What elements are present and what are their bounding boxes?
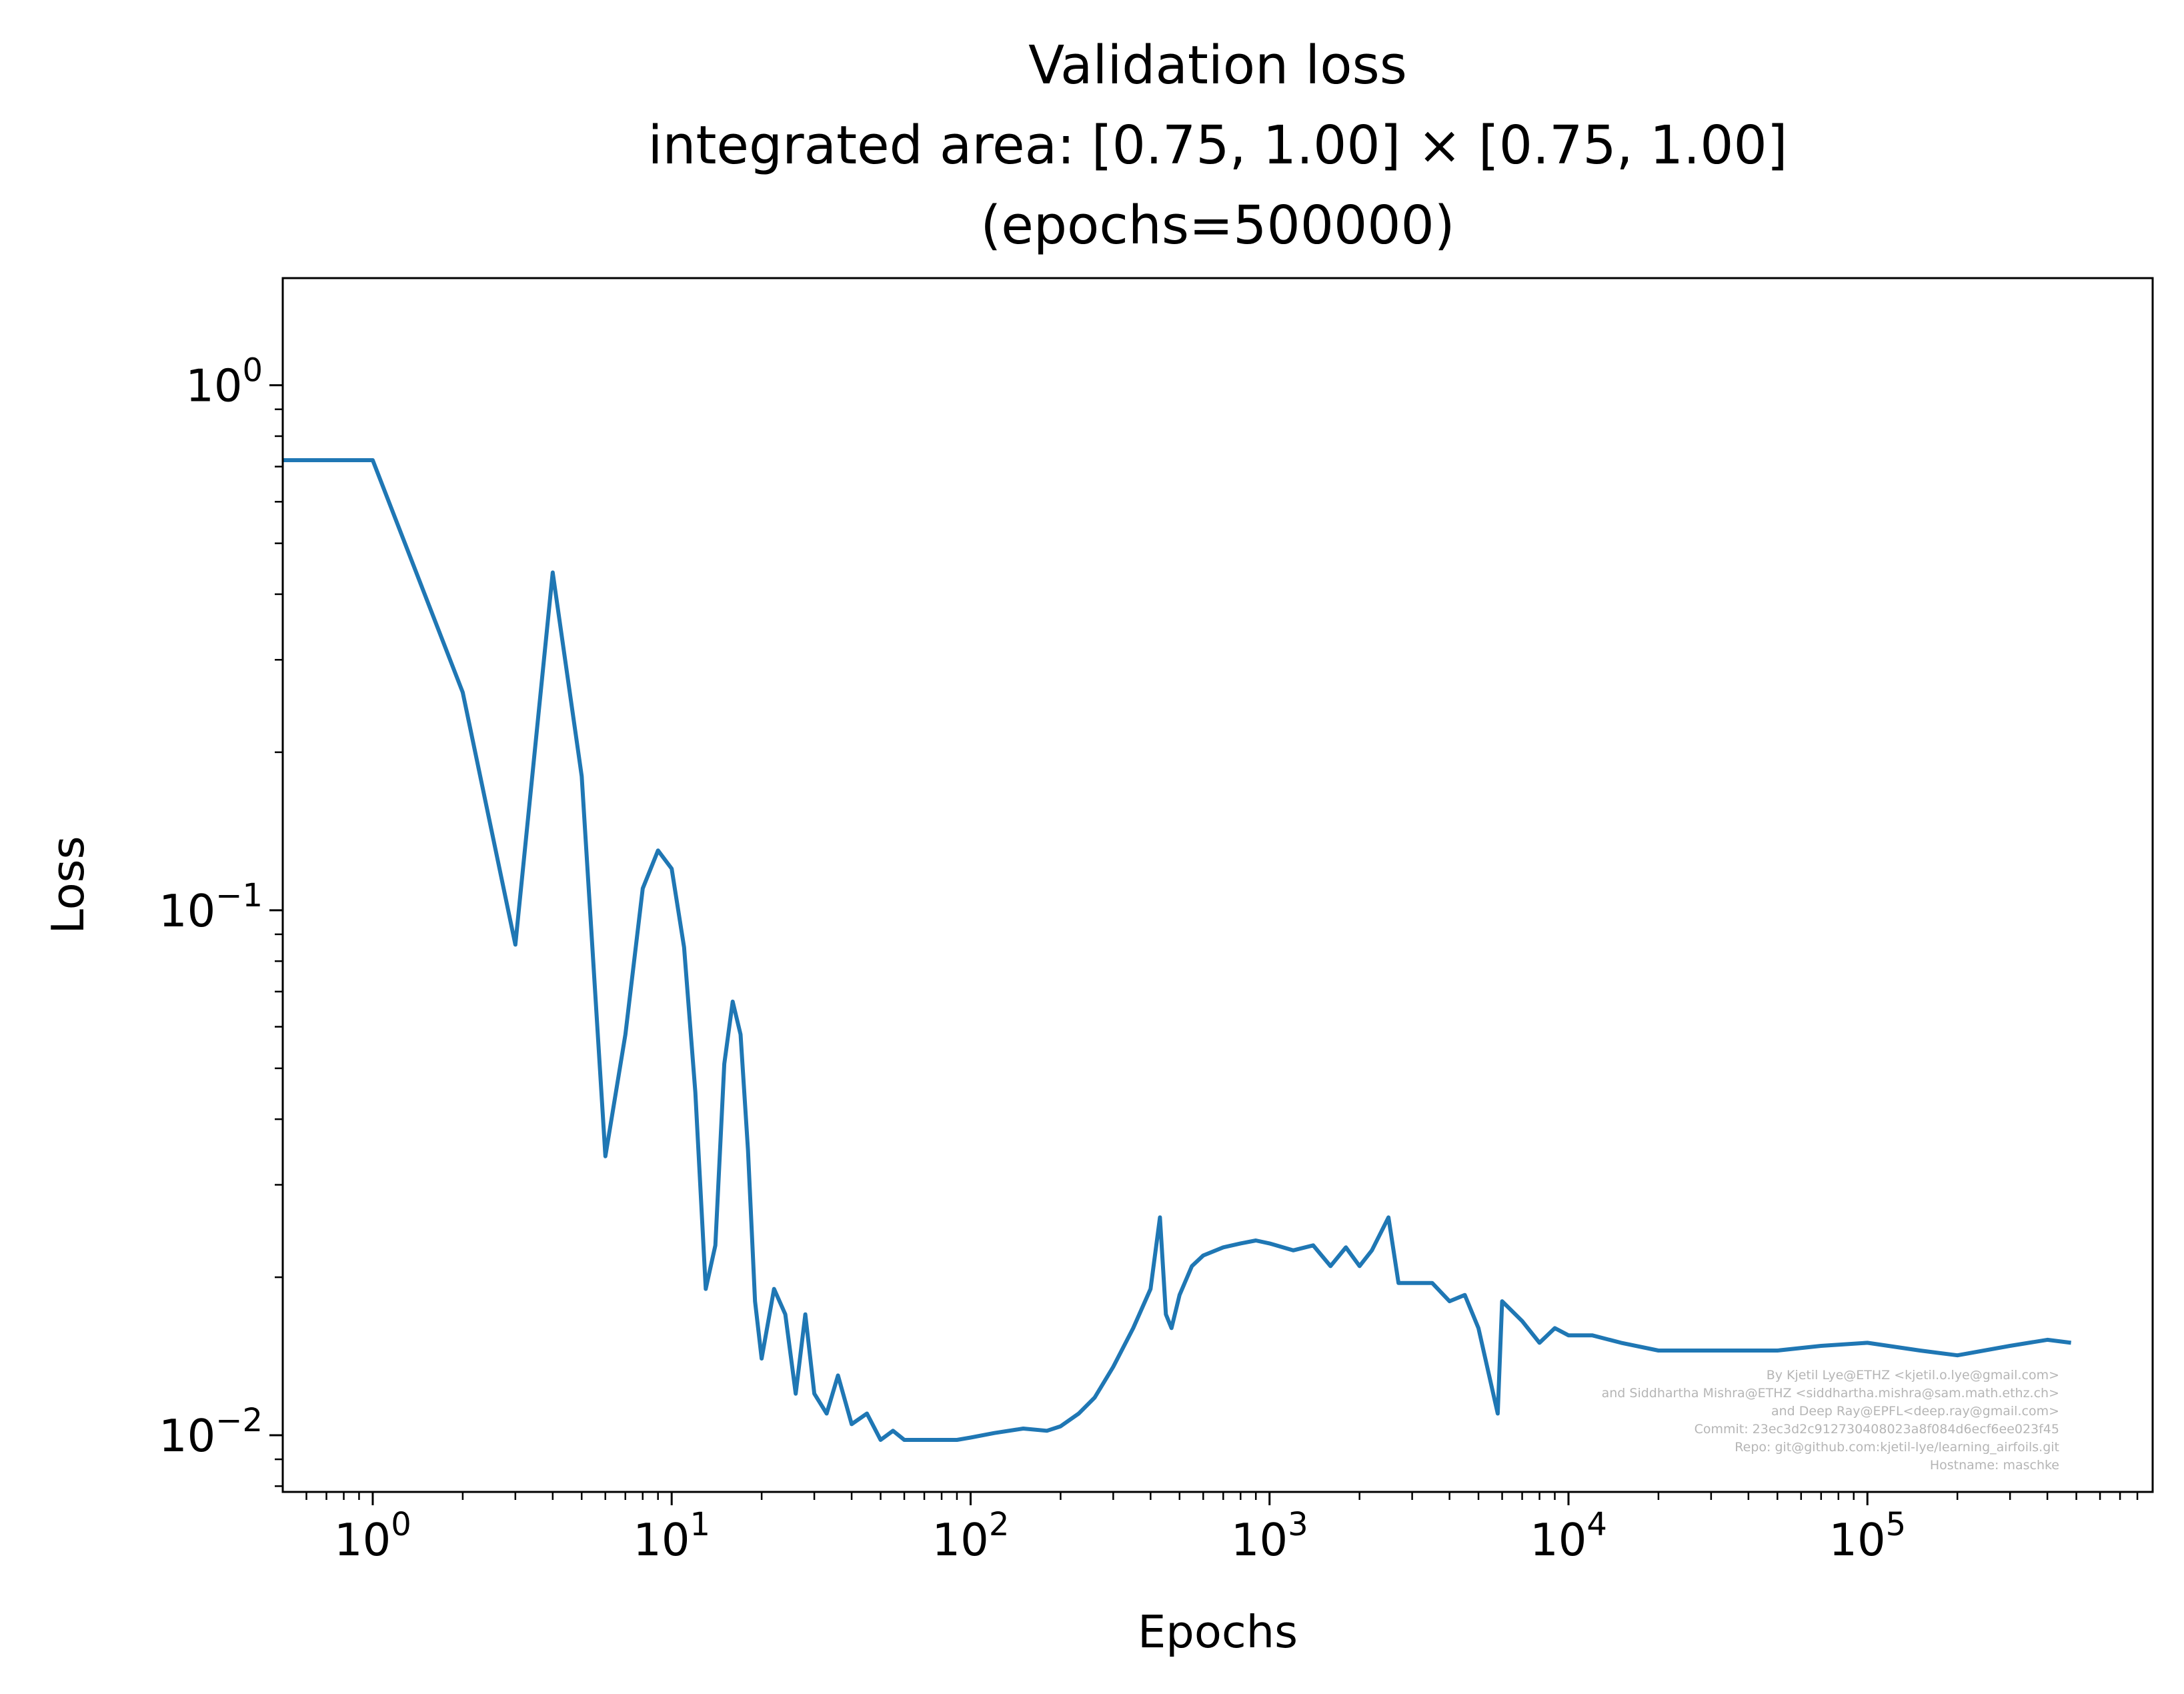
series-line bbox=[283, 458, 2071, 1442]
plot-frame bbox=[281, 277, 2154, 1493]
chart-title: Validation loss integrated area: [0.75, … bbox=[648, 35, 1787, 256]
x-tick-label: 105 bbox=[1829, 1506, 1906, 1566]
x-tick-labels: 100 101 102 103 104 105 bbox=[334, 1506, 1906, 1566]
y-axis-label: Loss bbox=[42, 836, 94, 934]
y-tick-label: 100 bbox=[185, 352, 263, 412]
watermark-line-3: and Deep Ray@EPFL<deep.ray@gmail.com> bbox=[1771, 1404, 2059, 1419]
chart-title-line-2: integrated area: [0.75, 1.00] × [0.75, 1… bbox=[648, 115, 1787, 176]
x-axis-label: Epochs bbox=[1138, 1606, 1298, 1658]
minor-ticks bbox=[275, 408, 2139, 1500]
x-tick-label: 103 bbox=[1231, 1506, 1308, 1566]
x-tick-label: 101 bbox=[633, 1506, 710, 1566]
y-tick-labels: 100 10−1 10−2 bbox=[159, 352, 263, 1462]
chart-title-line-1: Validation loss bbox=[1028, 35, 1407, 96]
watermark-line-2: and Siddhartha Mishra@ETHZ <siddhartha.m… bbox=[1602, 1386, 2059, 1401]
major-ticks bbox=[269, 384, 1869, 1505]
plot-area: 100 101 102 103 104 105 100 10−1 10−2 bbox=[159, 277, 2154, 1566]
y-tick-label: 10−2 bbox=[159, 1402, 263, 1462]
watermark-line-6: Hostname: maschke bbox=[1930, 1458, 2059, 1473]
y-tick-label: 10−1 bbox=[159, 877, 263, 937]
chart-title-line-3: (epochs=500000) bbox=[980, 195, 1454, 256]
watermark: By Kjetil Lye@ETHZ <kjetil.o.lye@gmail.c… bbox=[1602, 1368, 2059, 1473]
x-tick-label: 104 bbox=[1530, 1506, 1607, 1566]
watermark-line-4: Commit: 23ec3d2c912730408023a8f084d6ecf6… bbox=[1695, 1422, 2059, 1437]
watermark-line-5: Repo: git@github.com:kjetil-lye/learning… bbox=[1735, 1440, 2059, 1455]
watermark-line-1: By Kjetil Lye@ETHZ <kjetil.o.lye@gmail.c… bbox=[1767, 1368, 2059, 1383]
x-tick-label: 100 bbox=[334, 1506, 411, 1566]
x-tick-label: 102 bbox=[932, 1506, 1010, 1566]
